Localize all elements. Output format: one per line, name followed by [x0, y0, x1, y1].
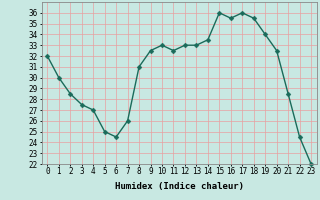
X-axis label: Humidex (Indice chaleur): Humidex (Indice chaleur) [115, 182, 244, 191]
